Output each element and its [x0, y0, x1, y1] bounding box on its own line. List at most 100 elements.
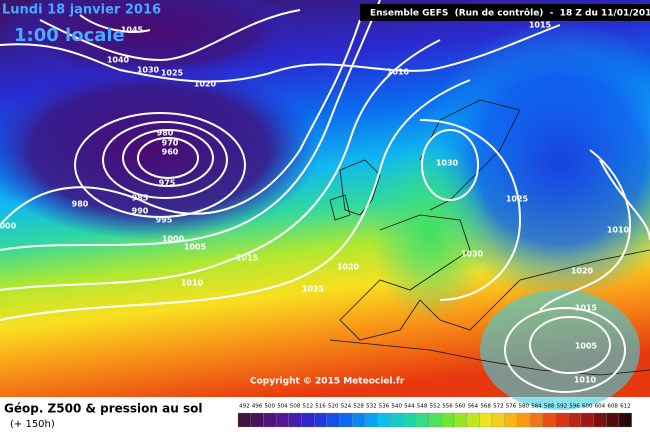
isobar-label: 1030 [436, 159, 459, 168]
isobar-label: 995 [156, 216, 173, 225]
colorbar-label: 608 [607, 404, 618, 410]
colorbar-cell [263, 412, 277, 428]
copyright: Copyright © 2015 Meteociel.fr [250, 377, 405, 387]
isobar-label: 1005 [184, 243, 207, 252]
isobar-label: 960 [162, 148, 179, 157]
colorbar-label: 592 [557, 404, 568, 410]
isobar-label: 1010 [181, 279, 204, 288]
colorbar-label: 576 [506, 404, 517, 410]
colorbar-label: 496 [252, 404, 263, 410]
colorbar-cell [529, 412, 543, 428]
colorbar-label: 504 [277, 404, 288, 410]
colorbar-cell [453, 412, 467, 428]
isobar-label: 980 [72, 200, 89, 209]
colorbar-label: 508 [290, 404, 301, 410]
isobar-label: 985 [132, 194, 149, 203]
isobar-label: 1020 [194, 80, 217, 89]
map-date: Lundi 18 janvier 2016 [2, 3, 161, 18]
colorbar-label: 536 [379, 404, 390, 410]
isobar-label: 1010 [387, 68, 410, 77]
colorbar-label: 572 [493, 404, 504, 410]
isobar-label: 970 [162, 139, 179, 148]
isobar-label: 1025 [302, 285, 325, 294]
colorbar-cell [580, 412, 594, 428]
isobar-label: 1015 [236, 254, 259, 263]
colorbar-cell [326, 412, 340, 428]
colorbar-cell [542, 412, 556, 428]
colorbar-label: 512 [303, 404, 314, 410]
isobar-label: 1030 [461, 250, 484, 259]
colorbar-cell [364, 412, 378, 428]
isobar-label: 1040 [107, 56, 130, 65]
colorbar-cell [618, 412, 632, 428]
isobar-label: 990 [132, 207, 149, 216]
colorbar-cell [491, 412, 505, 428]
colorbar-label: 584 [531, 404, 542, 410]
colorbar-label: 520 [328, 404, 339, 410]
isobar-label: 1010 [574, 376, 597, 385]
colorbar-label: 560 [455, 404, 466, 410]
cutoff [480, 290, 640, 410]
isobar-label: 1030 [137, 66, 160, 75]
colorbar-label: 548 [417, 404, 428, 410]
isobar-label: 1020 [571, 267, 594, 276]
isobar-label: 1005 [575, 342, 598, 351]
colorbar-cell [390, 412, 404, 428]
isobar-label: 1015 [575, 304, 598, 313]
colorbar-cell [250, 412, 264, 428]
colorbar-label: 612 [620, 404, 631, 410]
colorbar-label: 564 [468, 404, 479, 410]
colorbar-label: 568 [480, 404, 491, 410]
colorbar-cell [301, 412, 315, 428]
run-info: Ensemble GEFS (Run de contrôle) - 18 Z d… [370, 8, 650, 19]
colorbar-label: 604 [595, 404, 606, 410]
isobar-label: 975 [159, 179, 176, 188]
isobar-label: 1025 [161, 69, 184, 78]
coastlines [329, 99, 650, 376]
isobars [0, 0, 650, 392]
isobar-label: 1000 [162, 235, 185, 244]
run-banner [360, 4, 650, 21]
colorbar-label: 580 [519, 404, 530, 410]
colorbar-label: 540 [392, 404, 403, 410]
isobar-label: 1000 [0, 222, 17, 231]
colorbar-label: 556 [442, 404, 453, 410]
colorbar-label: 524 [341, 404, 352, 410]
map-time: 1:00 locale [14, 25, 125, 46]
colorbar-cell [288, 412, 302, 428]
colorbar-cell [479, 412, 493, 428]
isobar-label: 1025 [506, 195, 529, 204]
colorbar-cell [402, 412, 416, 428]
colorbar-cell [593, 412, 607, 428]
footer-title: Géop. Z500 & pression au sol [4, 402, 202, 416]
colorbar-label: 532 [366, 404, 377, 410]
colorbar-label: 544 [404, 404, 415, 410]
colorbar-label: 492 [239, 404, 250, 410]
isobar-label: 980 [157, 129, 174, 138]
colorbar-label: 600 [582, 404, 593, 410]
isobar-label: 1010 [607, 226, 630, 235]
colorbar-cell [428, 412, 442, 428]
colorbar-label: 516 [315, 404, 326, 410]
colorbar-cell [517, 412, 531, 428]
colorbar-cell [377, 412, 391, 428]
colorbar-cell [606, 412, 620, 428]
isobar-label: 1015 [529, 21, 552, 30]
colorbar-label: 500 [265, 404, 276, 410]
colorbar-cell [555, 412, 569, 428]
colorbar-cell [441, 412, 455, 428]
colorbar-label: 552 [430, 404, 441, 410]
colorbar-cell [504, 412, 518, 428]
colorbar: 492 496 500 504 508 512 516 520 524 528 532 536 540 5… [237, 404, 632, 428]
colorbar-cell [415, 412, 429, 428]
colorbar-cell [352, 412, 366, 428]
low-area [0, 0, 300, 80]
isobar-label: 1045 [121, 26, 144, 35]
low-area [0, 60, 320, 240]
colorbar-cell [339, 412, 353, 428]
colorbar-cell [466, 412, 480, 428]
colorbar-label: 528 [353, 404, 364, 410]
colorbar-cell [275, 412, 289, 428]
colorbar-label: 588 [544, 404, 555, 410]
